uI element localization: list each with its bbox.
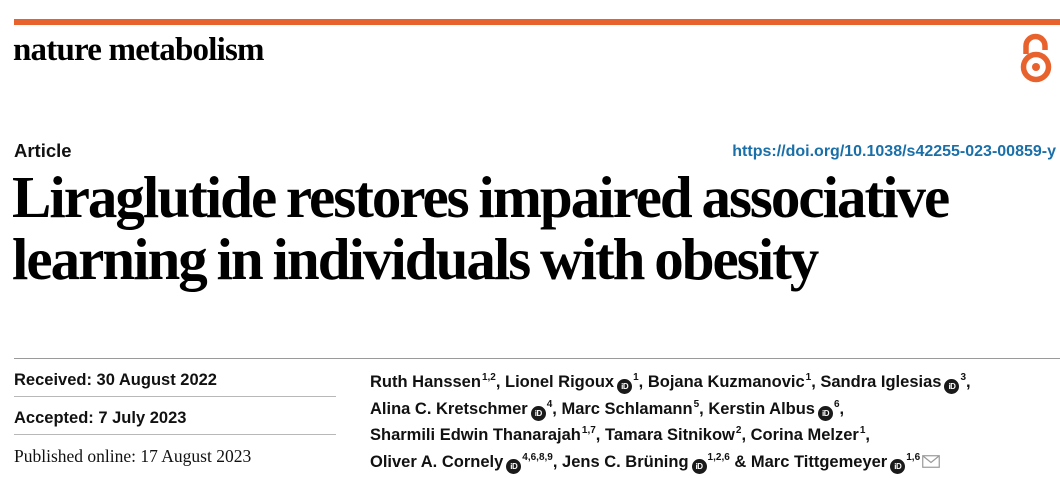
affiliation-superscript: 1,6 [906,451,921,463]
author-separator: & [729,452,751,471]
orcid-icon[interactable]: iD [691,458,707,474]
affiliation-superscript: 5 [693,398,700,410]
affiliation-superscript: 1,2 [481,372,496,383]
published-date: Published online: 17 August 2023 [14,446,252,466]
affiliation-superscript: 1,2,6 [707,451,730,463]
affiliation-superscript: 4 [546,398,553,410]
author[interactable]: Kerstin Albus iD6 [708,398,840,421]
author-separator: , [595,426,605,444]
affiliation-superscript: 1,7 [581,425,596,436]
author-name: Bojana Kuzmanovic [647,373,805,391]
journal-header-rule [14,19,1060,25]
author-line: Oliver A. Cornely iD4,6,8,9, Jens C. Brün… [370,449,1060,476]
author[interactable]: Oliver A. Cornely iD4,6,8,9 [370,451,553,474]
author-line: Alina C. Kretschmer iD4, Marc Schlamann5,… [370,396,1060,423]
accepted-date: Accepted: 7 July 2023 [14,397,336,435]
author-name: Corina Melzer [750,426,859,444]
author[interactable]: Sharmili Edwin Thanarajah1,7 [370,425,596,444]
author-name: Marc Tittgemeyer [750,452,888,471]
author-separator: , [699,399,709,418]
author-line: Ruth Hanssen1,2, Lionel Rigoux iD1, Bojan… [370,369,1060,396]
article-dates: Received: 30 August 2022 Accepted: 7 Jul… [14,359,336,473]
author-name: Ruth Hanssen [370,373,481,391]
doi-link[interactable]: https://doi.org/10.1038/s42255-023-00859… [732,143,1056,160]
orcid-icon[interactable]: iD [530,405,546,421]
author-line: Sharmili Edwin Thanarajah1,7, Tamara Sit… [370,422,1060,449]
orcid-icon[interactable]: iD [506,458,522,474]
article-type-label: Article [14,140,72,161]
metadata-divider [14,358,1060,359]
author-separator: , [552,452,563,471]
affiliation-superscript: 6 [833,398,840,410]
affiliation-superscript: 4,6,8,9 [522,451,553,463]
article-title: Liraglutide restores impaired associativ… [12,164,950,292]
author-name: Alina C. Kretschmer [370,399,528,418]
author-list: Ruth Hanssen1,2, Lionel Rigoux iD1, Bojan… [370,369,1060,475]
author-name: Marc Schlamann [561,399,693,418]
author[interactable]: Marc Tittgemeyer iD1,6 [750,451,940,474]
author-separator: , [552,399,562,418]
author[interactable]: Lionel Rigoux iD1 [505,372,639,394]
affiliation-superscript: 1 [859,425,866,436]
affiliation-superscript: 1 [805,372,812,383]
author-separator: , [638,373,648,391]
author-separator: , [839,399,845,418]
author-separator: , [741,426,751,444]
author[interactable]: Alina C. Kretschmer iD4 [370,398,553,421]
mail-icon[interactable] [922,454,940,468]
author-name: Oliver A. Cornely [370,452,504,471]
affiliation-superscript: 3 [960,372,966,383]
author[interactable]: Jens C. Brüning iD1,2,6 [562,451,730,474]
author[interactable]: Ruth Hanssen1,2 [370,372,496,391]
author[interactable]: Tamara Sitnikow2 [604,425,742,444]
received-date: Received: 30 August 2022 [14,359,336,397]
affiliation-superscript: 2 [735,425,742,436]
author-name: Jens C. Brüning [562,452,689,471]
author-separator: , [495,373,506,391]
author[interactable]: Bojana Kuzmanovic1 [647,372,812,391]
author-separator: , [811,373,821,391]
orcid-icon[interactable]: iD [817,405,833,421]
journal-name[interactable]: nature metabolism [13,32,265,68]
affiliation-superscript: 1 [633,372,639,383]
author[interactable]: Corina Melzer1 [750,425,866,444]
orcid-icon[interactable]: iD [617,379,633,394]
author[interactable]: Marc Schlamann5 [561,398,700,418]
orcid-icon[interactable]: iD [890,458,906,474]
author-name: Sandra Iglesias [820,373,942,391]
author-name: Sharmili Edwin Thanarajah [370,426,581,444]
orcid-icon[interactable]: iD [944,379,960,394]
author-separator: , [966,373,971,391]
author[interactable]: Sandra Iglesias iD3 [820,372,966,394]
author-name: Kerstin Albus [708,399,815,418]
open-access-lock-icon [1020,33,1052,83]
author-name: Tamara Sitnikow [604,426,735,444]
author-name: Lionel Rigoux [505,373,615,391]
author-separator: , [865,426,870,444]
